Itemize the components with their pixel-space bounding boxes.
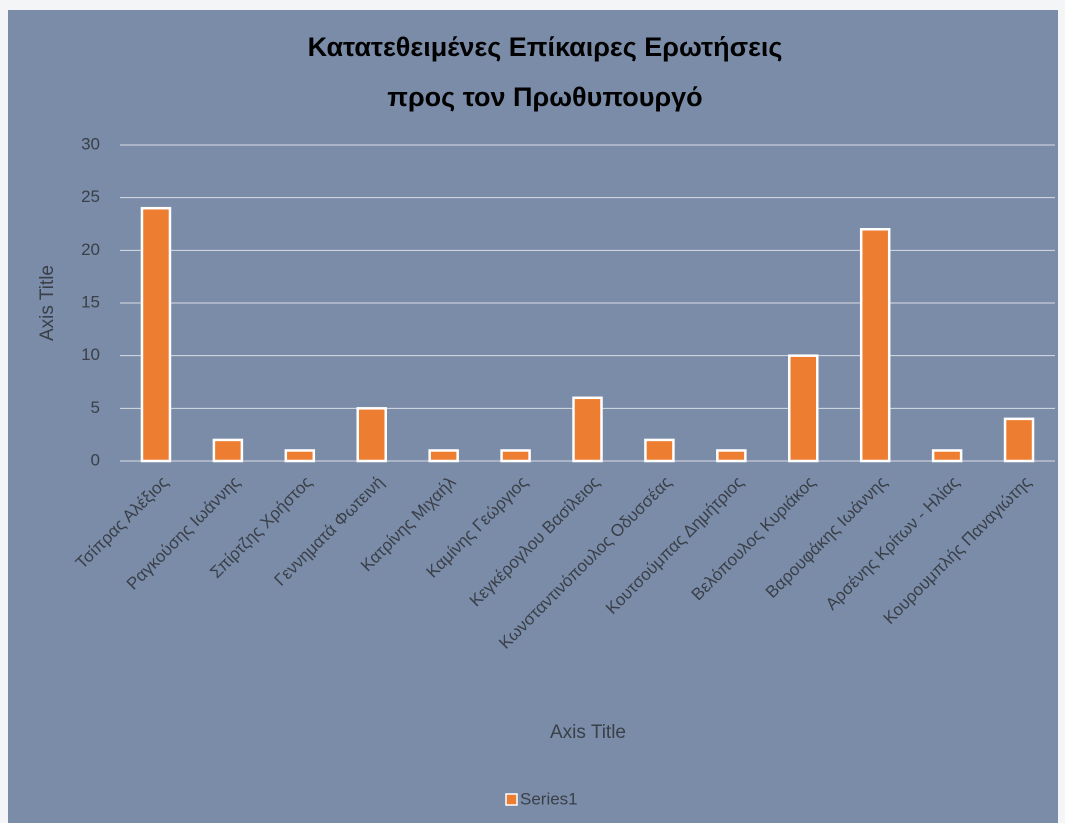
y-tick-label: 0 [91, 450, 100, 469]
bar [788, 354, 819, 463]
legend-swatch [505, 793, 518, 806]
y-tick-label: 10 [81, 345, 100, 364]
bar [356, 407, 387, 463]
bar [644, 438, 675, 463]
bar [716, 449, 747, 463]
bar [284, 449, 316, 463]
legend-label: Series1 [520, 789, 578, 808]
bar [140, 206, 172, 463]
x-axis-title: Axis Title [550, 722, 626, 743]
bar [859, 228, 891, 463]
bar [428, 449, 459, 463]
y-tick-label: 5 [91, 398, 100, 417]
bar [572, 396, 603, 463]
bar [212, 438, 244, 463]
y-tick-label: 20 [81, 240, 100, 259]
bar [931, 449, 963, 463]
chart-title: Κατατεθειμένες Επίκαιρες Ερωτήσεις [308, 32, 783, 62]
y-tick-label: 15 [81, 292, 100, 311]
y-axis-title: Axis Title [37, 265, 58, 341]
y-tick-label: 30 [81, 134, 100, 153]
y-tick-label: 25 [81, 187, 100, 206]
chart-title: προς τον Πρωθυπουργό [387, 82, 702, 112]
bar [500, 449, 531, 463]
bar [1003, 417, 1035, 463]
